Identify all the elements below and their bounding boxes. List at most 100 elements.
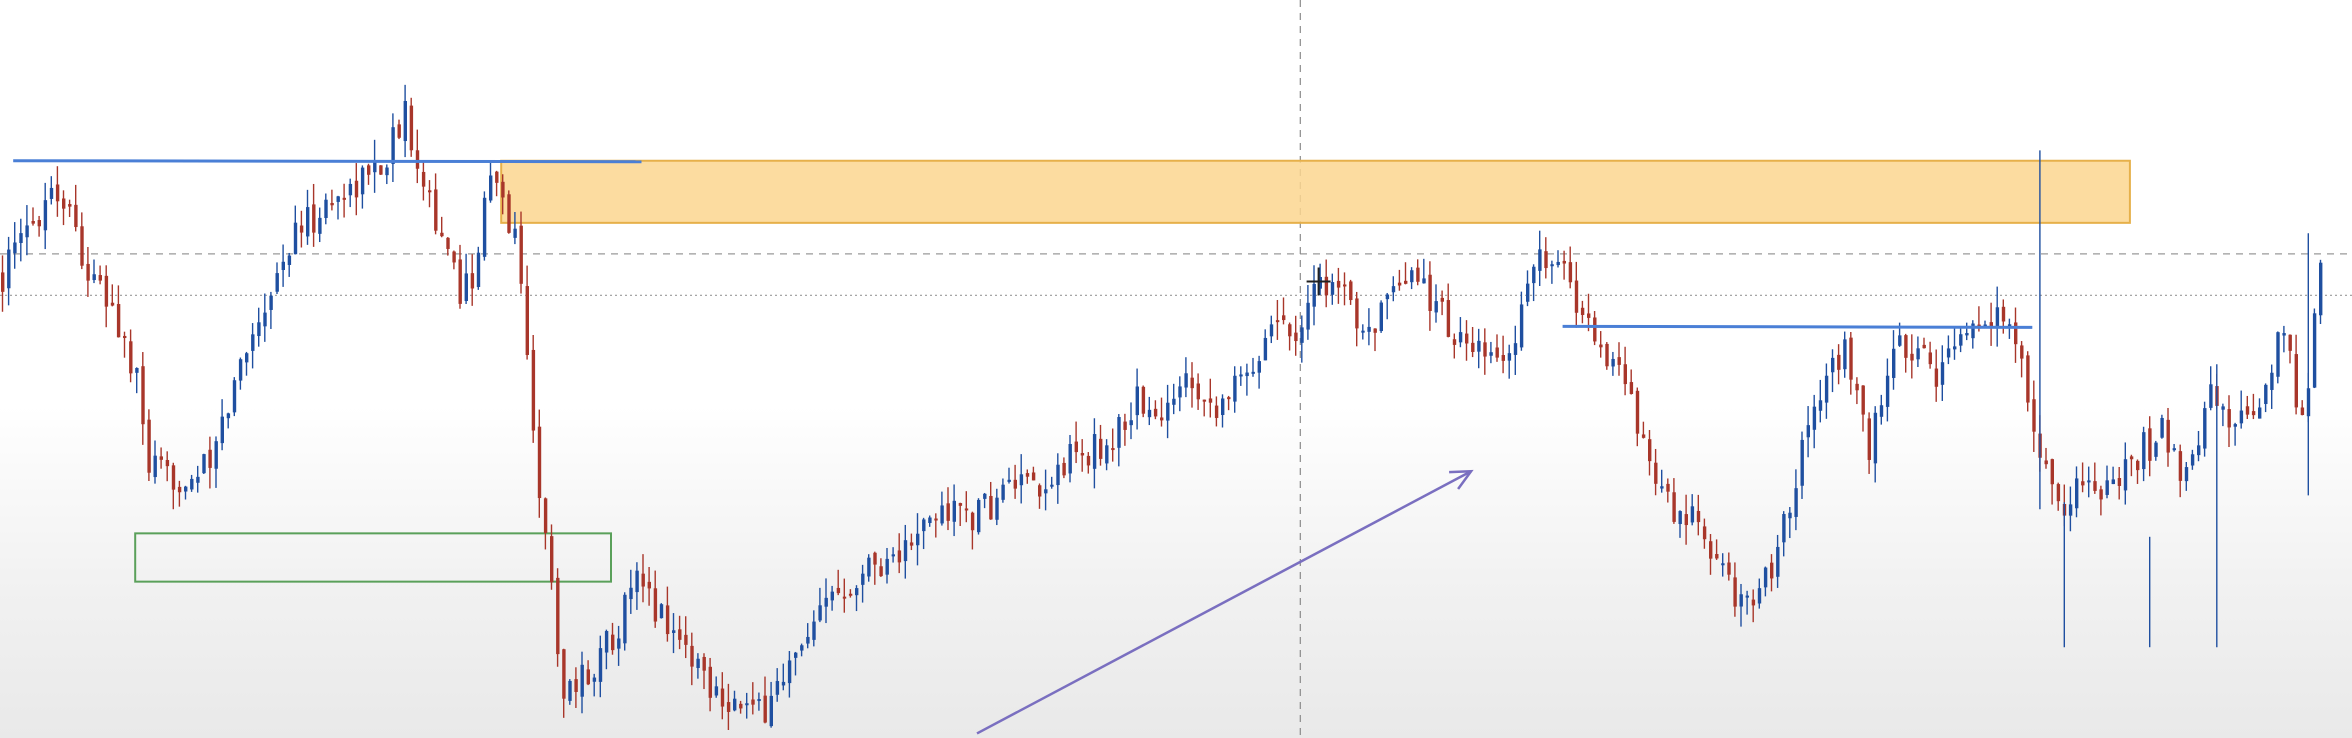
candle-body	[7, 249, 11, 289]
candle-body	[891, 554, 895, 557]
trend-arrow[interactable]	[976, 469, 1474, 735]
candle-body	[2166, 419, 2170, 453]
candle-body	[873, 552, 877, 565]
candle-body	[1312, 283, 1316, 307]
candle-body	[550, 536, 554, 583]
candle-body	[604, 631, 609, 653]
candle-body	[208, 449, 212, 468]
zones	[134, 159, 2131, 583]
candle-body	[806, 636, 810, 644]
candle-body	[537, 426, 542, 499]
candle-body	[641, 573, 645, 587]
candle-body	[1349, 281, 1353, 301]
candle-body	[470, 273, 475, 289]
candle-body	[2075, 478, 2079, 509]
candle-body	[312, 204, 316, 233]
candle-body	[31, 221, 35, 224]
candle-body	[403, 100, 407, 142]
candle-body	[1422, 278, 1426, 284]
candle-body	[1013, 479, 1017, 489]
candle-body	[1898, 335, 1902, 346]
candle-body	[391, 127, 395, 164]
candle-body	[1373, 328, 1377, 333]
candle-body	[1, 272, 5, 292]
candle-body	[1660, 486, 1664, 489]
candle-body	[2148, 428, 2152, 461]
candle-body	[68, 204, 72, 207]
candle-body	[1080, 452, 1085, 456]
candle-body	[855, 588, 859, 596]
candle-body	[733, 698, 737, 711]
candle-body	[1178, 386, 1182, 398]
candle-body	[1306, 302, 1310, 330]
candle-body	[1367, 326, 1371, 332]
candle-body	[306, 207, 310, 237]
candle-body	[299, 225, 304, 233]
candle-body	[781, 681, 786, 686]
candle-body	[1605, 343, 1609, 367]
left-resistance-line	[13, 159, 642, 164]
candle-body	[2136, 460, 2140, 471]
candle-body	[2007, 324, 2012, 327]
candle-body	[1946, 348, 1951, 358]
candle-body	[940, 505, 944, 524]
candle-body	[2282, 333, 2286, 336]
candle-body	[1904, 335, 1908, 358]
candle-body	[257, 322, 261, 337]
candle-body	[1837, 354, 1841, 370]
candle-body	[1849, 337, 1853, 380]
candle-body	[763, 695, 767, 723]
candle-body	[1568, 262, 1573, 283]
candle-body	[1251, 371, 1255, 374]
candle-body	[1501, 355, 1505, 361]
candle-body	[1526, 283, 1530, 302]
candle-body	[397, 124, 401, 138]
candle-body	[787, 660, 792, 684]
candle-body	[1648, 439, 1652, 462]
candle-body	[1288, 324, 1292, 337]
candle-body	[1715, 554, 1719, 559]
candle-body	[1050, 484, 1054, 487]
candle-body	[184, 486, 188, 492]
candle-body	[434, 189, 438, 231]
candle-body	[1166, 402, 1170, 421]
candle-body	[74, 204, 78, 228]
candle-body	[220, 416, 224, 444]
level-lines[interactable]	[13, 159, 2033, 329]
candle-body	[629, 587, 633, 600]
candle-body	[818, 605, 822, 621]
candle-body	[1934, 368, 1939, 387]
candle-body	[43, 200, 48, 231]
candle-body	[690, 645, 694, 667]
candle-body	[452, 251, 456, 263]
candle-body	[2087, 480, 2091, 483]
candle-body	[1196, 383, 1200, 400]
candle-body	[1318, 277, 1322, 289]
candle-body	[1391, 286, 1396, 293]
candle-body	[1282, 315, 1286, 321]
candle-body	[367, 165, 371, 175]
candle-body	[1806, 425, 1810, 438]
candle-body	[110, 302, 115, 306]
candle-body	[1556, 261, 1560, 266]
candle-body	[745, 703, 749, 706]
candle-body	[1245, 372, 1249, 377]
candle-body	[116, 304, 121, 338]
candle-body	[1147, 409, 1152, 418]
candle-body	[934, 518, 938, 521]
candle-body	[1031, 472, 1036, 481]
candle-body	[623, 594, 627, 644]
candle-body	[324, 199, 328, 218]
candle-body	[598, 648, 603, 682]
candle-body	[232, 380, 237, 413]
candle-body	[1532, 266, 1536, 284]
candle-body	[653, 588, 658, 622]
candle-body	[2020, 345, 2024, 359]
arrow-head-icon	[1449, 469, 1474, 490]
candle-body	[995, 497, 999, 520]
candle-body	[19, 233, 23, 244]
candle-body	[2160, 417, 2164, 438]
